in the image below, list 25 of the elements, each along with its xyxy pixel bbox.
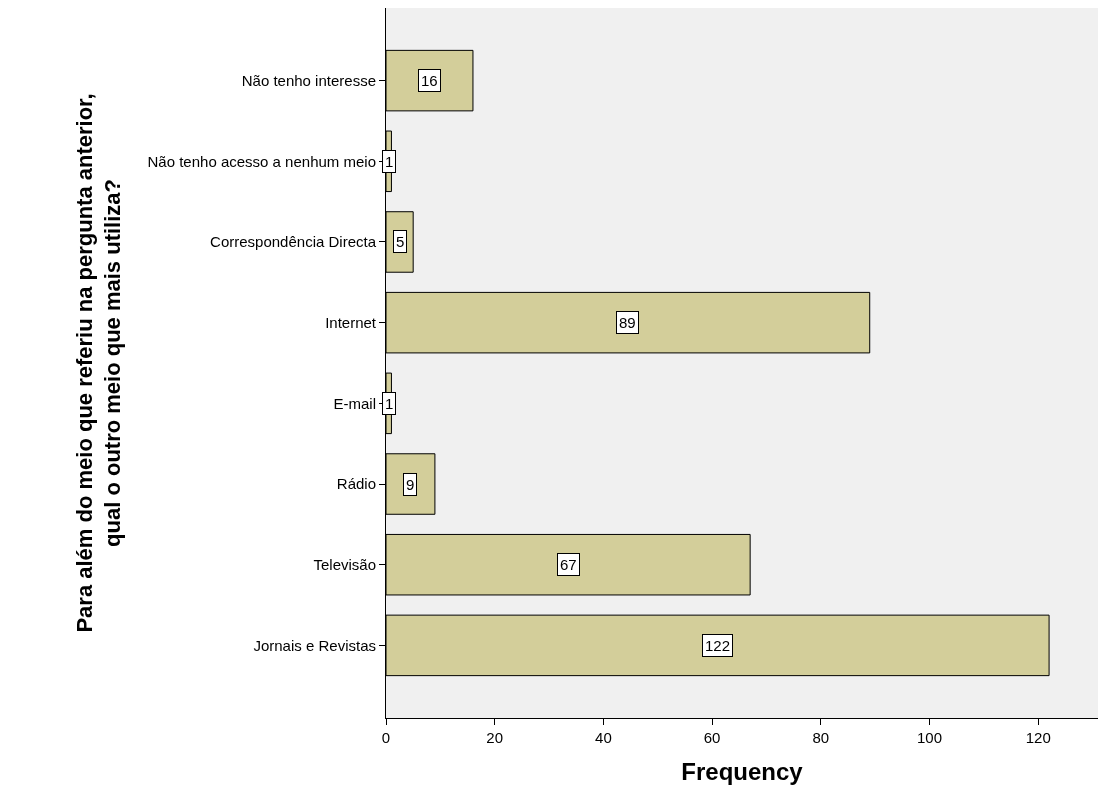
x-axis-title: Frequency — [681, 758, 804, 786]
y-tick-label: Jornais e Revistas — [253, 636, 376, 654]
data-label: 122 — [705, 637, 731, 654]
x-tick-label: 80 — [812, 729, 830, 746]
y-axis-title: Para além do meio que referiu na pergunta anterior, qual o outro meio que mais utiliza? — [71, 93, 126, 633]
data-label: 5 — [396, 233, 405, 250]
x-tick-label: 120 — [1025, 729, 1051, 746]
x-tick-label: 0 — [381, 729, 391, 746]
y-tick-label: Correspondência Directa — [210, 233, 377, 251]
y-tick-label: Internet — [325, 313, 377, 331]
x-tick-label: 40 — [595, 729, 612, 746]
y-tick-label: Rádio — [336, 475, 376, 493]
x-tick-label: 100 — [916, 729, 943, 746]
data-label: 89 — [619, 314, 636, 331]
data-label: 16 — [421, 72, 438, 89]
data-label: 9 — [406, 476, 415, 493]
data-label: 67 — [560, 556, 577, 573]
data-label: 1 — [385, 395, 394, 412]
y-tick-label: Não tenho interesse — [241, 71, 376, 89]
data-label: 1 — [385, 153, 394, 170]
y-tick-label: Não tenho acesso a nenhum meio — [147, 152, 376, 170]
x-tick-label: 20 — [486, 729, 504, 746]
x-tick-label: 60 — [703, 729, 721, 746]
y-tick-label: E-mail — [333, 394, 376, 412]
y-tick-label: Televisão — [313, 555, 376, 573]
